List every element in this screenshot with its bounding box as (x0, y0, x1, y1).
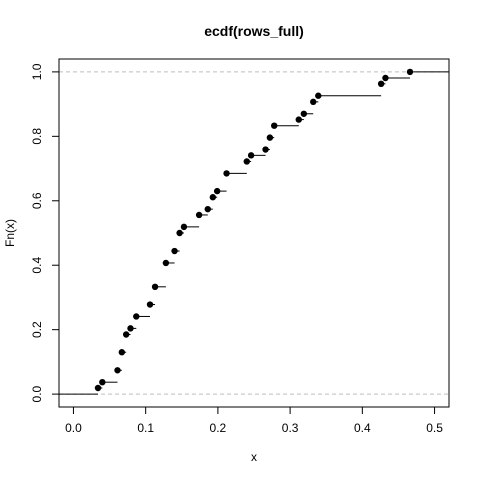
data-point (147, 301, 153, 307)
data-point (382, 75, 388, 81)
data-point (196, 212, 202, 218)
data-point (267, 134, 273, 140)
x-axis-label: x (251, 450, 257, 464)
data-points (95, 69, 413, 392)
x-tick-label: 0.1 (137, 421, 154, 435)
data-point (248, 152, 254, 158)
data-point (176, 230, 182, 236)
data-point (407, 69, 413, 75)
data-point (296, 116, 302, 122)
data-point (114, 367, 120, 373)
x-tick-label: 0.4 (354, 421, 371, 435)
data-point (378, 81, 384, 87)
data-point (127, 325, 133, 331)
data-point (205, 206, 211, 212)
reference-lines (59, 72, 449, 394)
data-point (210, 194, 216, 200)
data-point (163, 260, 169, 266)
chart-title: ecdf(rows_full) (204, 23, 304, 39)
y-tick-label: 0.8 (30, 128, 44, 145)
data-point (119, 349, 125, 355)
data-point (181, 224, 187, 230)
data-point (310, 99, 316, 105)
x-tick-label: 0.3 (282, 421, 299, 435)
plot-frame (59, 59, 449, 407)
data-point (99, 379, 105, 385)
y-tick-label: 0.2 (30, 321, 44, 338)
data-point (171, 248, 177, 254)
y-tick-label: 0.6 (30, 192, 44, 209)
step-lines (59, 72, 449, 394)
data-point (95, 385, 101, 391)
y-tick-label: 0.4 (30, 257, 44, 274)
y-tick-label: 1.0 (30, 63, 44, 80)
y-axis: 0.0 0.2 0.4 0.6 0.8 1.0 (30, 63, 59, 402)
y-axis-label: Fn(x) (3, 219, 17, 247)
x-tick-label: 0.0 (65, 421, 82, 435)
data-point (315, 93, 321, 99)
x-tick-label: 0.5 (426, 421, 443, 435)
data-point (123, 331, 129, 337)
data-point (223, 170, 229, 176)
data-point (262, 146, 268, 152)
data-point (133, 313, 139, 319)
data-point (301, 111, 307, 117)
x-axis: 0.0 0.1 0.2 0.3 0.4 0.5 (65, 407, 443, 435)
data-point (271, 123, 277, 129)
data-point (152, 284, 158, 290)
x-tick-label: 0.2 (210, 421, 227, 435)
y-tick-label: 0.0 (30, 385, 44, 402)
data-point (214, 188, 220, 194)
data-point (244, 158, 250, 164)
